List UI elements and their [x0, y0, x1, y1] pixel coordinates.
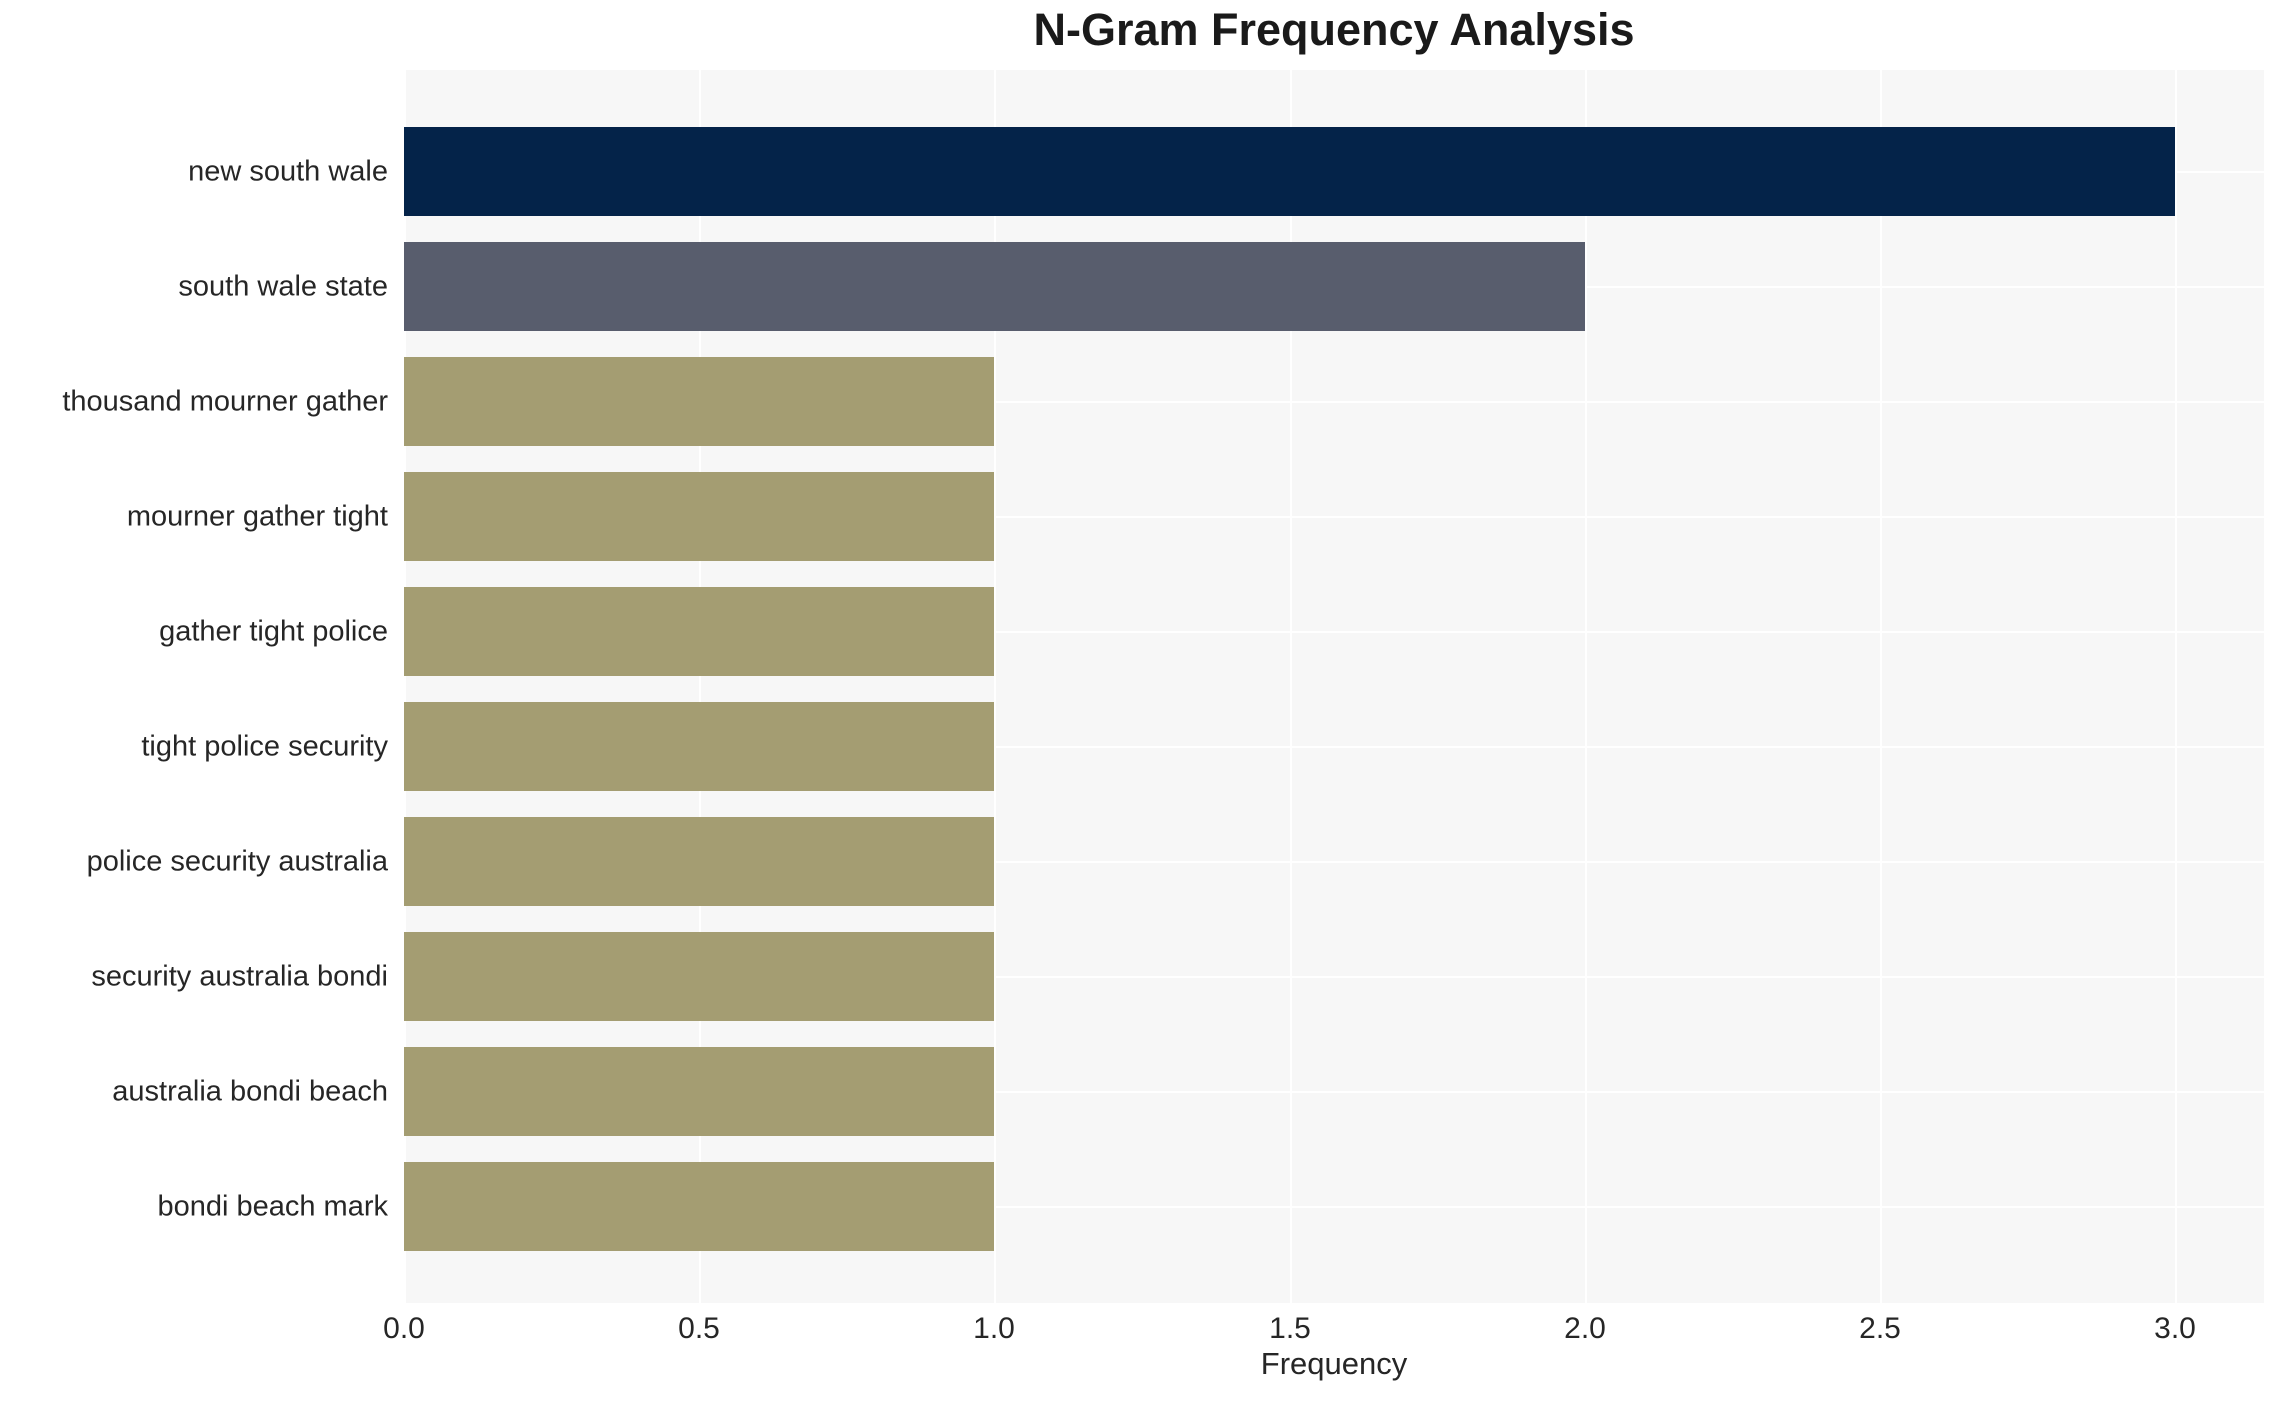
x-gridline — [1290, 70, 1292, 1303]
x-gridline — [1880, 70, 1882, 1303]
x-gridline — [994, 70, 996, 1303]
x-tick-label: 0.5 — [678, 1312, 720, 1345]
y-gridline — [404, 631, 2264, 633]
x-tick-label: 0.0 — [383, 1312, 425, 1345]
plot-area — [404, 70, 2264, 1303]
y-gridline — [404, 1091, 2264, 1093]
chart-title: N-Gram Frequency Analysis — [1033, 4, 1635, 55]
y-gridline — [404, 861, 2264, 863]
x-tick-label: 1.5 — [1269, 1312, 1311, 1345]
x-gridline — [404, 70, 406, 1303]
y-tick-label: australia bondi beach — [112, 1075, 388, 1108]
y-tick-label: gather tight police — [159, 615, 388, 648]
x-tick-label: 1.0 — [973, 1312, 1015, 1345]
bar-australia-bondi-beach — [404, 1047, 994, 1136]
bar-police-security-australia — [404, 817, 994, 906]
y-tick-label: tight police security — [141, 730, 388, 763]
y-tick-label: thousand mourner gather — [62, 385, 388, 418]
y-gridline — [404, 516, 2264, 518]
bar-gather-tight-police — [404, 587, 994, 676]
bar-new-south-wale — [404, 127, 2175, 216]
y-tick-label: security australia bondi — [91, 960, 388, 993]
bar-south-wale-state — [404, 242, 1585, 331]
x-tick-label: 2.0 — [1564, 1312, 1606, 1345]
x-tick-label: 3.0 — [2154, 1312, 2196, 1345]
y-tick-label: mourner gather tight — [126, 500, 388, 533]
bar-tight-police-security — [404, 702, 994, 791]
y-tick-label: new south wale — [188, 155, 388, 188]
y-gridline — [404, 401, 2264, 403]
x-gridline — [1585, 70, 1587, 1303]
y-gridline — [404, 746, 2264, 748]
bar-bondi-beach-mark — [404, 1162, 994, 1251]
y-tick-label: south wale state — [178, 270, 388, 303]
y-gridline — [404, 1206, 2264, 1208]
y-tick-label: bondi beach mark — [157, 1190, 388, 1223]
y-tick-label: police security australia — [86, 845, 388, 878]
x-gridline — [699, 70, 701, 1303]
bar-security-australia-bondi — [404, 932, 994, 1021]
y-axis-category-labels: new south wale south wale state thousand m… — [0, 0, 388, 1402]
bar-mourner-gather-tight — [404, 472, 994, 561]
x-tick-label: 2.5 — [1859, 1312, 1901, 1345]
x-gridline — [2175, 70, 2177, 1303]
y-gridline — [404, 976, 2264, 978]
x-axis-label: Frequency — [1260, 1346, 1408, 1381]
bar-thousand-mourner-gather — [404, 357, 994, 446]
